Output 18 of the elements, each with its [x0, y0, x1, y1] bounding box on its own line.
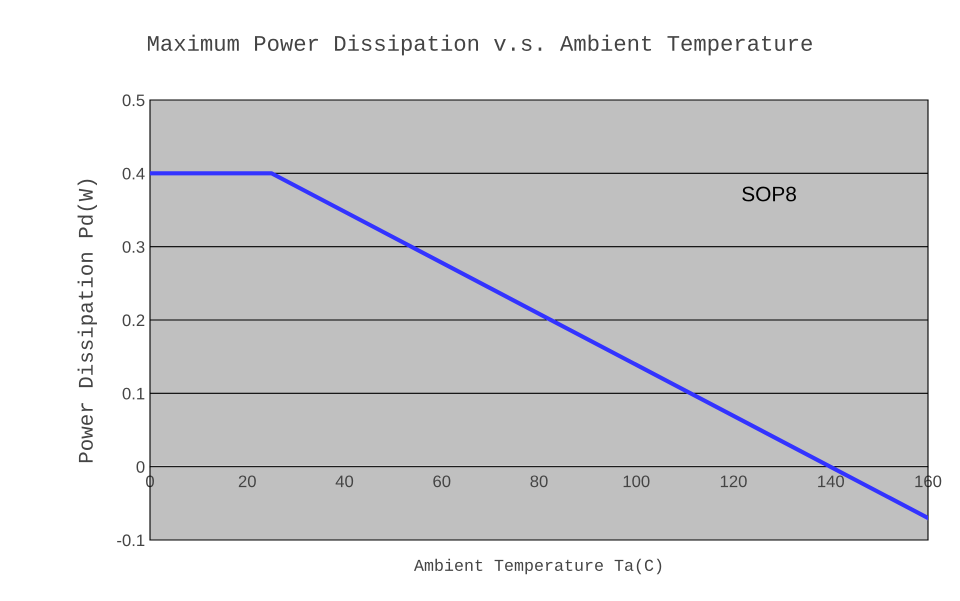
y-tick-label: 0.2: [122, 314, 144, 326]
x-tick-label: 20: [238, 475, 256, 488]
y-axis-title: Power Dissipation Pd(W): [78, 180, 97, 462]
y-tick-label: 0: [136, 461, 144, 473]
x-tick-label: 100: [624, 475, 650, 488]
x-tick-label: 140: [818, 475, 844, 488]
chart-title: Maximum Power Dissipation v.s. Ambient Temperature: [148, 34, 812, 56]
y-tick-label: -0.1: [117, 534, 144, 546]
x-tick-label: 40: [336, 475, 354, 488]
y-tick-label: 0.4: [122, 168, 145, 180]
text: SOP8: [742, 186, 796, 202]
y-tick-label: 0.1: [122, 388, 144, 400]
x-axis-title: Ambient Temperature Ta(C): [414, 558, 662, 574]
x-tick-label: 60: [433, 475, 450, 488]
x-tick-label: 80: [530, 475, 548, 488]
y-tick-label: 0.3: [122, 241, 144, 253]
x-tick-label: 120: [720, 475, 747, 488]
y-tick-label: 0.5: [122, 94, 144, 106]
